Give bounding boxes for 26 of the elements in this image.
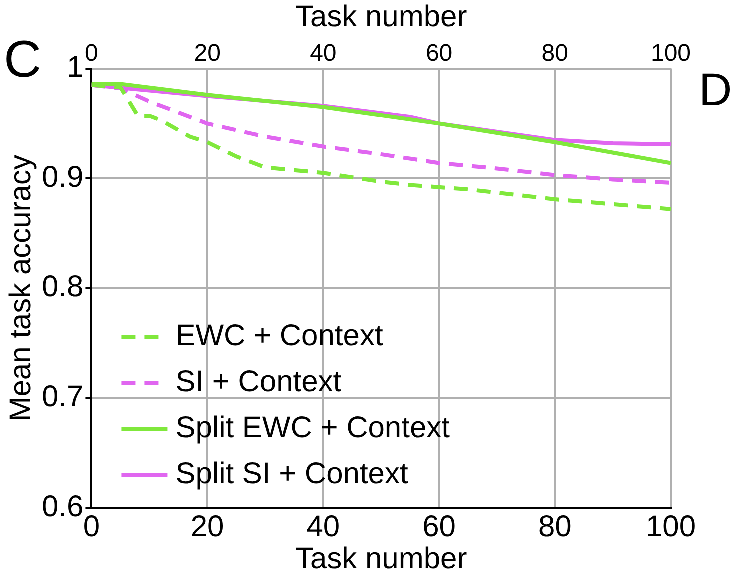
y-tick-label: 0.6 — [42, 490, 84, 524]
x2-tick-label: 100 — [646, 510, 696, 544]
legend-label: EWC + Context — [176, 319, 384, 352]
x-tick-label: 0 — [85, 40, 98, 68]
x-tick-label: 20 — [194, 40, 221, 68]
y-axis-title: Mean task accuracy — [4, 155, 38, 422]
y-tick-label: 0.8 — [42, 270, 84, 304]
x2-tick-label: 20 — [190, 510, 224, 544]
x-axis-title: Task number — [295, 542, 468, 576]
y-tick-label: 0.7 — [42, 380, 84, 414]
text: D — [699, 63, 732, 116]
x2-tick-label: 0 — [83, 510, 100, 544]
x-tick-label: 80 — [542, 40, 568, 68]
x2-tick-label: 60 — [422, 510, 456, 544]
x-tick-label: 40 — [310, 40, 337, 68]
y-tick-label: 0.9 — [42, 160, 84, 194]
text: C — [4, 31, 42, 90]
x2-tick-label: 80 — [538, 510, 572, 544]
legend-label: Split SI + Context — [176, 457, 409, 490]
x2-axis-title: Task number — [295, 0, 468, 34]
legend-label: SI + Context — [176, 365, 342, 398]
x-tick-label: 100 — [650, 40, 692, 68]
x2-tick-label: 40 — [306, 510, 340, 544]
legend-label: Split EWC + Context — [176, 411, 451, 444]
x-tick-label: 60 — [426, 40, 453, 68]
y-tick-label: 1 — [67, 51, 84, 84]
